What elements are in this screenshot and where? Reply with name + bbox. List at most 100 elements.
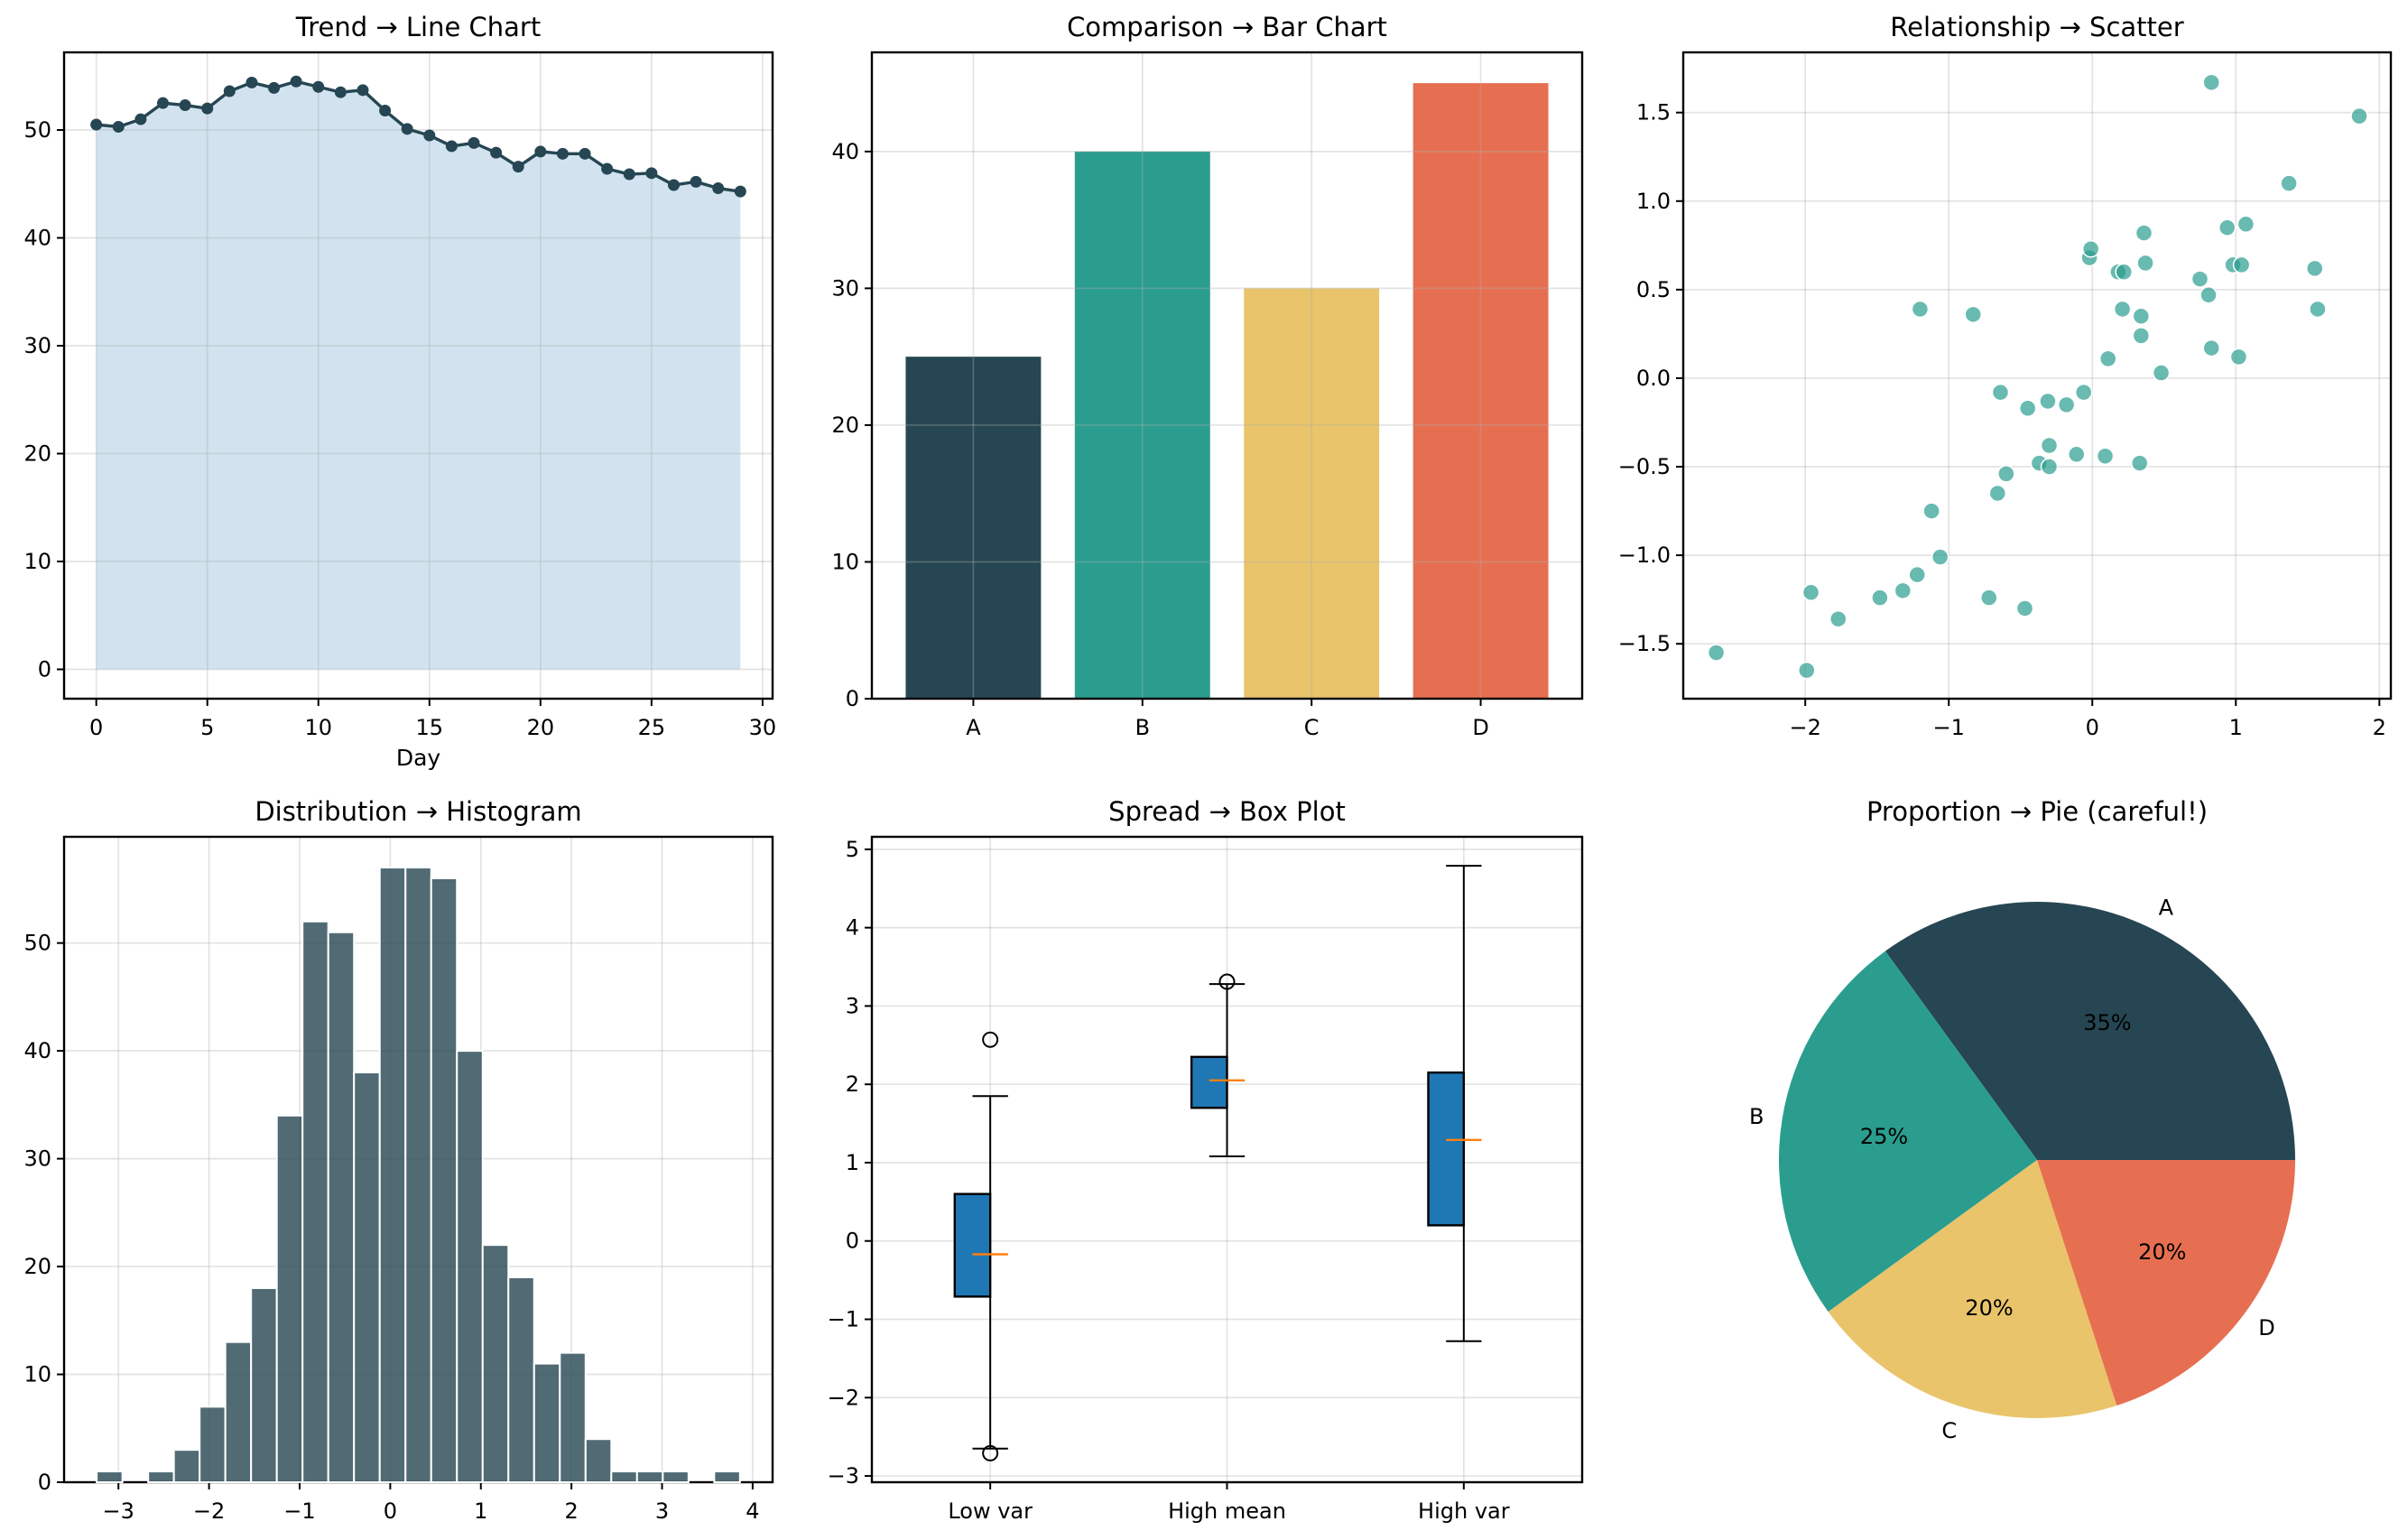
x-tick-label: 3 <box>655 1498 669 1524</box>
bar-B <box>1074 151 1210 699</box>
histogram-bar <box>507 1276 535 1483</box>
bar-chart-frame <box>870 51 1584 700</box>
y-tick-label: 10 <box>23 1362 51 1387</box>
scatter-point <box>2136 254 2154 273</box>
line-point <box>223 85 236 97</box>
y-tick-label: 4 <box>846 915 859 941</box>
scatter-point <box>1894 581 1913 600</box>
x-tick-label: 4 <box>746 1498 759 1524</box>
y-tick-label: 0 <box>38 656 51 682</box>
histogram-bar <box>456 1050 484 1483</box>
scatter-point <box>1829 609 1848 628</box>
y-tick-label: 0 <box>38 1470 51 1495</box>
pie-percent-label: 25% <box>1860 1124 1908 1149</box>
histogram-bar <box>199 1405 227 1483</box>
scatter-point <box>2115 263 2133 281</box>
histogram-bars <box>96 867 741 1483</box>
x-tick-label: −2 <box>193 1498 225 1524</box>
scatter-point <box>2132 327 2151 345</box>
line-point <box>290 75 302 88</box>
line-point <box>690 175 702 188</box>
box-1 <box>1190 973 1246 1158</box>
histogram-bar <box>584 1438 613 1483</box>
x-tick-label: −1 <box>283 1498 315 1524</box>
y-tick-label: 10 <box>831 549 859 574</box>
box-0 <box>953 1031 1008 1461</box>
pie-slice-C <box>1828 1160 2117 1418</box>
line-point <box>601 162 614 175</box>
box-iqr <box>1190 1055 1228 1109</box>
bar-chart-panel: Comparison → Bar Chart A B C D 0 10 20 30 40 <box>831 12 1584 740</box>
histogram-bar <box>327 931 356 1483</box>
line-point <box>579 147 591 160</box>
histogram-bar <box>430 877 458 1483</box>
pie-percent-label: 20% <box>1965 1295 2013 1321</box>
pie-slice-A <box>1885 901 2295 1160</box>
scatter-point <box>1979 589 1998 607</box>
line-point <box>712 182 725 195</box>
box-plot-title: Spread → Box Plot <box>1108 796 1346 827</box>
y-tick-label: −1.5 <box>1618 631 1671 656</box>
histogram-bar <box>404 867 432 1483</box>
y-tick-label: 50 <box>23 117 51 143</box>
bar-D <box>1412 83 1549 700</box>
outlier-point <box>982 1444 999 1461</box>
histogram-bar <box>301 920 329 1483</box>
pie-chart-panel: Proportion → Pie (careful!) A 35% B 25% C 20%… <box>1749 796 2295 1443</box>
line-point <box>512 161 524 173</box>
y-tick-label: 30 <box>831 275 859 301</box>
line-chart-axes: 0 5 10 15 20 25 30 0 10 20 30 40 50 <box>23 51 776 740</box>
scatter-point <box>1707 644 1726 662</box>
scatter-point <box>2152 364 2171 382</box>
scatter-point <box>1908 565 1926 584</box>
y-tick-label: 5 <box>846 837 859 862</box>
line-chart-marks <box>96 81 741 670</box>
y-tick-label: 0 <box>846 1229 859 1254</box>
line-series-group <box>90 75 746 198</box>
pie-label: D <box>2258 1315 2274 1341</box>
line-point <box>245 76 258 88</box>
box-iqr <box>1427 1071 1466 1227</box>
scatter-chart-axes: −2 −1 0 1 2 −1.5 −1.0 −0.5 0.0 0.5 1.0 1.5 <box>1618 51 2393 740</box>
histogram-bar <box>250 1286 278 1483</box>
box-iqr <box>953 1192 992 1298</box>
line-chart-xlabel: Day <box>396 745 441 771</box>
box-plot-panel: Spread → Box Plot Low var High mean High v… <box>828 796 1584 1524</box>
line-point <box>179 99 191 112</box>
x-tick-label: C <box>1304 715 1320 740</box>
scatter-point <box>2202 339 2220 357</box>
histogram-bar <box>635 1470 664 1483</box>
y-tick-label: 1.5 <box>1636 100 1671 125</box>
scatter-point <box>2040 436 2059 455</box>
y-tick-label: −1.0 <box>1618 543 1671 568</box>
scatter-point <box>2305 259 2324 278</box>
bar-A <box>905 357 1042 699</box>
histogram-bar <box>378 867 407 1483</box>
box-plot-grid <box>872 837 1582 1482</box>
scatter-point <box>1798 661 1816 680</box>
y-tick-label: 20 <box>23 441 51 467</box>
box-plot-frame <box>870 835 1584 1484</box>
scatter-point <box>2081 239 2100 258</box>
line-point <box>423 129 436 142</box>
scatter-point <box>2067 445 2086 464</box>
scatter-point <box>2135 224 2153 242</box>
line-point <box>312 80 325 93</box>
histogram-bar <box>559 1351 587 1483</box>
scatter-chart-grid <box>1683 52 2391 699</box>
histogram-title: Distribution → Histogram <box>255 796 581 827</box>
scatter-chart-panel: Relationship → Scatter −2 −1 0 1 2 −1.5 −1.0 −0… <box>1618 12 2393 740</box>
pie-label: B <box>1749 1104 1764 1129</box>
y-tick-label: 0.5 <box>1636 277 1671 302</box>
line-point <box>734 185 746 198</box>
x-tick-label: A <box>966 715 981 740</box>
line-point <box>468 136 480 149</box>
scatter-point <box>1964 305 1982 324</box>
line-point <box>667 179 680 191</box>
line-point <box>645 167 658 180</box>
x-tick-label: 1 <box>2229 715 2243 740</box>
scatter-point <box>2057 395 2076 414</box>
x-tick-label: 5 <box>200 715 214 740</box>
pie-label: C <box>1941 1418 1957 1443</box>
histogram-bar <box>147 1470 175 1483</box>
